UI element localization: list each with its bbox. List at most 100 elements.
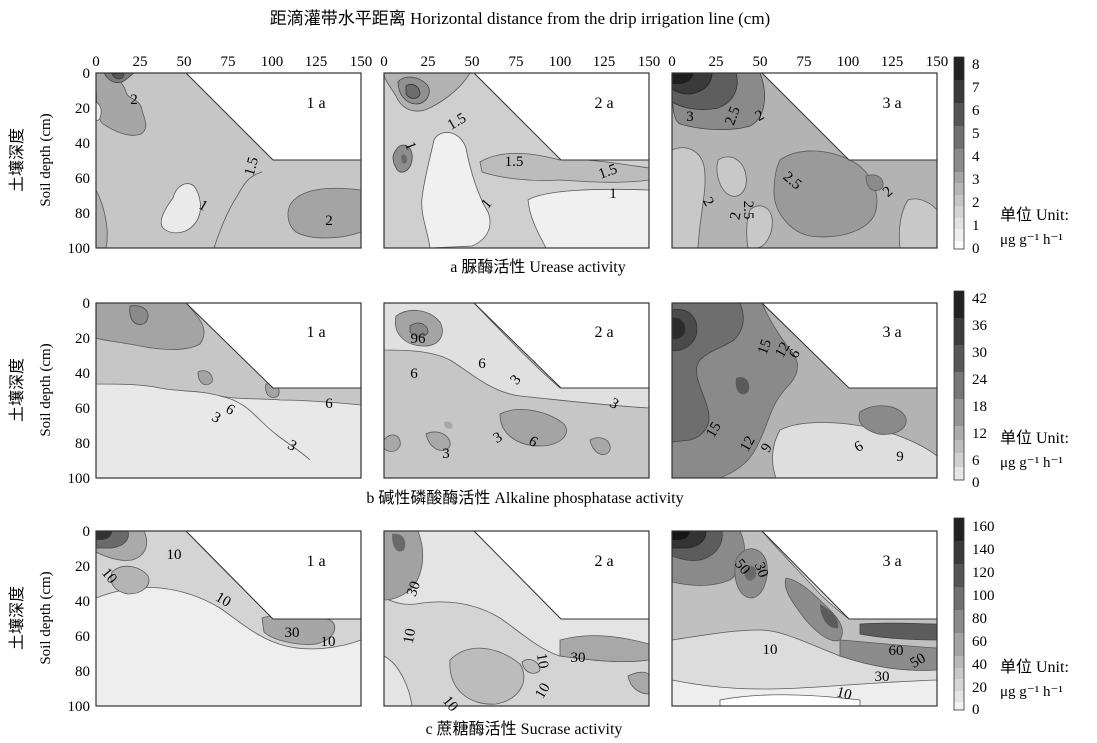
colorbar-tick: 8 (972, 57, 980, 73)
contour-label: 2 (325, 213, 333, 229)
x-tick: 25 (421, 54, 436, 70)
colorbar-tick: 7 (972, 80, 980, 96)
colorbar-tick: 18 (972, 399, 987, 415)
y-tick: 80 (75, 664, 90, 680)
contour-label: 1.5 (596, 161, 619, 182)
y-axis-title-cn: 土壤深度 (7, 128, 26, 192)
y-tick: 20 (75, 559, 90, 575)
panel-a2: 2 a 1.5 1 1.5 1.5 1 1 (383, 72, 650, 249)
y-tick: 60 (75, 171, 90, 187)
contour-label: 30 (751, 560, 771, 580)
colorbar-ticks: 0 1 2 3 4 5 6 7 8 (972, 57, 980, 257)
panel-label: 2 a (594, 324, 613, 341)
contour-label: 1 (609, 186, 617, 202)
panel-label: 1 a (306, 95, 325, 112)
colorbar-swatches (954, 518, 964, 710)
y-axis-title-en: Soil depth (cm) (38, 571, 54, 664)
row-a: 土壤深度 Soil depth (cm) 0 20 40 60 80 100 (7, 56, 1069, 276)
contour-label: 30 (875, 669, 890, 685)
contour-label: 6 (478, 356, 486, 372)
row-c: 土壤深度 Soil depth (cm) 0 20 40 60 80 100 (7, 517, 1069, 738)
contour-label: 10 (533, 652, 551, 670)
colorbar-tick: 24 (972, 372, 988, 388)
contour-label: 10 (401, 627, 419, 645)
colorbar-tick: 6 (972, 453, 980, 469)
y-tick: 0 (83, 296, 91, 312)
panel-label: 3 a (882, 95, 901, 112)
colorbar-tick: 20 (972, 680, 987, 696)
contour-label: 10 (835, 684, 854, 703)
contour-labels: 30 10 10 30 10 10 (401, 579, 586, 715)
y-tick: 0 (83, 524, 91, 540)
colorbar-tick: 2 (972, 195, 980, 211)
panel-b2: 2 a 96 6 6 3 3 6 3 3 (383, 302, 650, 479)
panel-label: 3 a (882, 553, 901, 570)
colorbar-tick: 6 (972, 103, 980, 119)
colorbar-unit-cn: 单位 Unit: (1000, 206, 1069, 224)
top-axis-title: 距滴灌带水平距离 Horizontal distance from the dr… (270, 9, 770, 28)
x-tick: 50 (465, 54, 480, 70)
contour-labels: 50 30 10 60 50 30 10 (731, 556, 928, 704)
x-tick: 25 (133, 54, 148, 70)
y-tick: 80 (75, 206, 90, 222)
colorbar-tick: 0 (972, 241, 980, 257)
contour-label: 6 (325, 396, 333, 412)
y-tick: 60 (75, 629, 90, 645)
colorbar-a: 0 1 2 3 4 5 6 7 8 单位 Unit: μg g⁻¹ h⁻¹ (953, 56, 1069, 257)
x-tick: 150 (926, 54, 949, 70)
colorbar-tick: 140 (972, 542, 995, 558)
colorbar-tick: 80 (972, 611, 987, 627)
x-tick: 0 (380, 54, 388, 70)
contour-label: 15 (755, 337, 775, 357)
contour-label: 2 (130, 92, 138, 108)
colorbar-unit-en: μg g⁻¹ h⁻¹ (1000, 684, 1063, 700)
panel-c1: 1 a 10 10 10 30 10 (95, 530, 362, 707)
x-tick: 150 (638, 54, 661, 70)
contour-label: 12 (737, 434, 758, 455)
x-tick: 50 (177, 54, 192, 70)
panel-label: 1 a (306, 553, 325, 570)
panel-label: 1 a (306, 324, 325, 341)
row-a-title: a 脲酶活性 Urease activity (450, 258, 626, 276)
x-tick: 125 (305, 54, 328, 70)
colorbar-tick: 3 (972, 172, 980, 188)
contour-labels: 10 10 10 30 10 (98, 547, 335, 650)
panel-b3: 3 a 15 12 6 15 12 9 6 9 (671, 302, 938, 479)
contour-label: 50 (908, 650, 929, 671)
colorbar-tick: 36 (972, 318, 988, 334)
contour-label: 15 (703, 420, 724, 441)
x-tick: 25 (709, 54, 724, 70)
row-b: 土壤深度 Soil depth (cm) 0 20 40 60 80 100 (7, 290, 1069, 507)
colorbar-ticks: 0 6 12 18 24 30 36 42 (972, 291, 988, 491)
x-tick: 50 (753, 54, 768, 70)
x-tick: 100 (549, 54, 572, 70)
y-ticks: 0 20 40 60 80 100 (68, 296, 91, 487)
contour-label: 10 (321, 634, 336, 650)
y-axis-title-en: Soil depth (cm) (38, 113, 54, 206)
x-tick: 75 (509, 54, 524, 70)
colorbar-b: 0 6 12 18 24 30 36 42 单位 Unit: μg g⁻¹ h⁻… (953, 290, 1069, 491)
x-tick: 0 (92, 54, 100, 70)
y-ticks: 0 20 40 60 80 100 (68, 524, 91, 715)
contour-label: 30 (285, 625, 300, 641)
y-tick: 100 (68, 471, 91, 487)
colorbar-tick: 0 (972, 702, 980, 718)
panel-c2: 2 a 30 10 10 30 10 10 (383, 530, 650, 715)
x-tick: 125 (593, 54, 616, 70)
y-tick: 20 (75, 101, 90, 117)
contour-label: 3 (442, 446, 450, 462)
colorbar-swatches (954, 57, 964, 249)
panel-label: 2 a (594, 553, 613, 570)
contour-label: 30 (404, 579, 424, 599)
panel-label: 2 a (594, 95, 613, 112)
y-tick: 100 (68, 241, 91, 257)
row-b-title: b 碱性磷酸酶活性 Alkaline phosphatase activity (366, 489, 683, 507)
contour-label: 12 (772, 340, 793, 361)
y-axis-title-cn: 土壤深度 (7, 586, 26, 650)
colorbar-tick: 12 (972, 426, 987, 442)
contour-label: 3 (686, 109, 694, 125)
x-tick: 100 (261, 54, 284, 70)
colorbar-tick: 40 (972, 657, 987, 673)
colorbar-unit-en: μg g⁻¹ h⁻¹ (1000, 232, 1063, 248)
